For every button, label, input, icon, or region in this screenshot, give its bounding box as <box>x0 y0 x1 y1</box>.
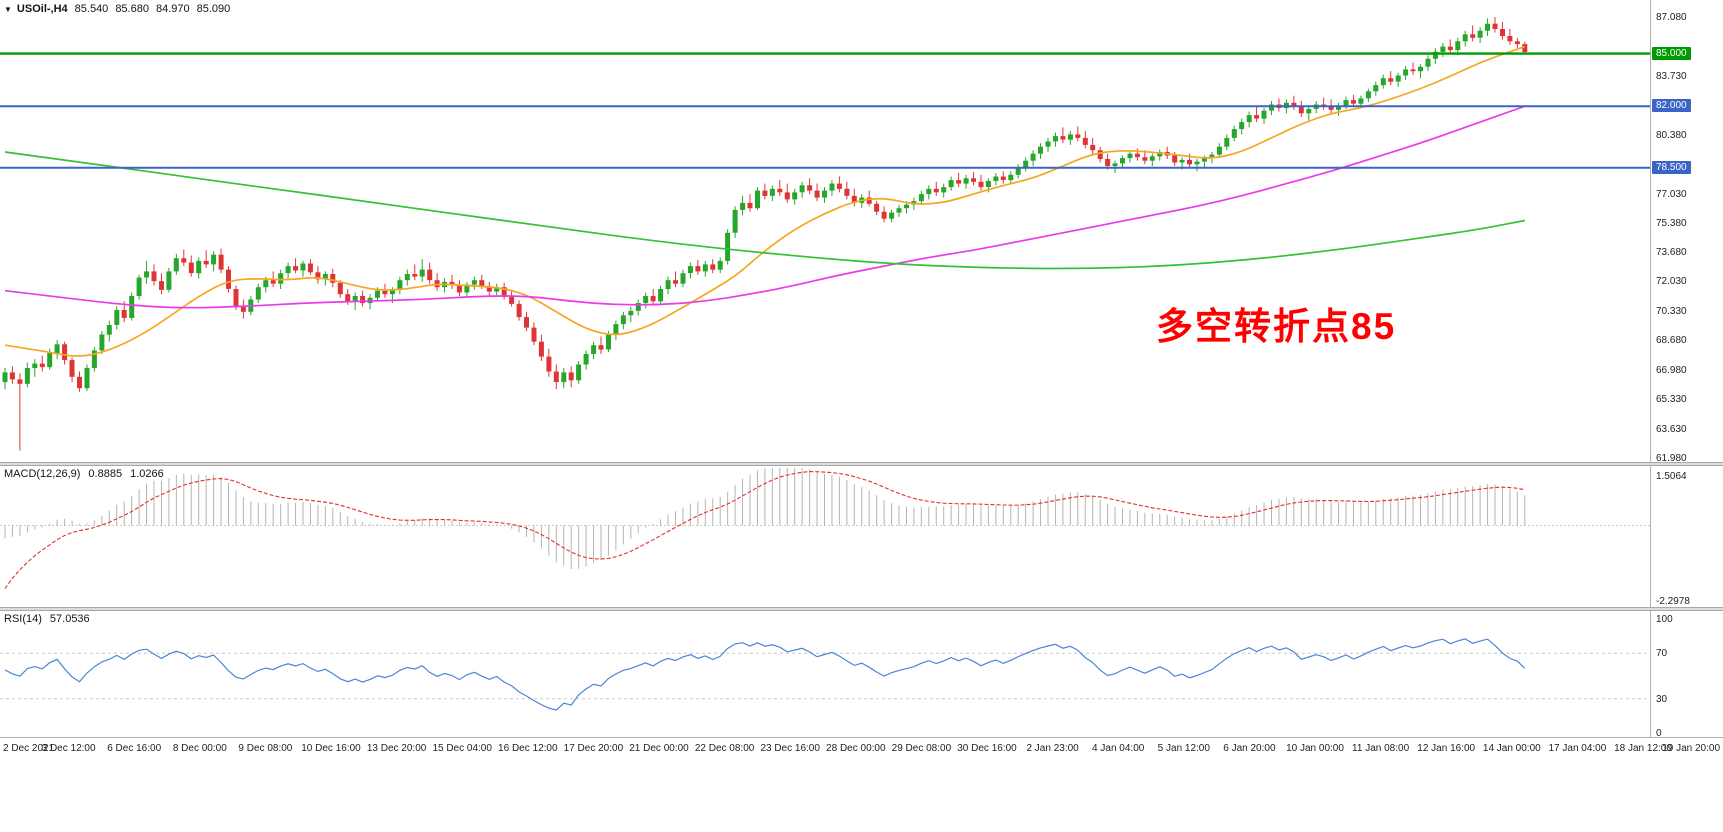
time-axis-label: 21 Dec 00:00 <box>629 743 689 754</box>
time-axis-label: 4 Jan 04:00 <box>1092 743 1145 754</box>
macd-histogram <box>4 468 1526 569</box>
price-axis-label: 83.730 <box>1656 70 1687 82</box>
high-value: 85.680 <box>115 3 149 15</box>
time-axis-label: 29 Dec 08:00 <box>891 743 952 754</box>
price-axis-label: 72.030 <box>1656 276 1687 288</box>
candlestick-series <box>2 17 1528 451</box>
macd-panel[interactable]: MACD(12,26,9) 0.8885 1.0266 <box>0 466 1650 607</box>
rsi-name: RSI(14) <box>4 613 42 625</box>
time-axis-label: 9 Dec 08:00 <box>238 743 293 754</box>
rsi-axis-label: 30 <box>1656 693 1668 705</box>
macd-axis-label: 1.5064 <box>1656 471 1687 482</box>
time-axis-label: 19 Jan 20:00 <box>1662 743 1720 754</box>
ma-slow-line <box>4 151 1525 270</box>
time-axis-label: 11 Jan 08:00 <box>1352 743 1410 754</box>
macd-signal-line <box>4 471 1525 589</box>
price-axis-label: 80.380 <box>1656 129 1687 141</box>
symbol-timeframe-label: USOil-,H4 <box>16 3 68 15</box>
time-axis-label: 23 Dec 16:00 <box>760 743 820 754</box>
time-axis-label: 28 Dec 00:00 <box>826 743 886 754</box>
close-value: 85.090 <box>196 3 231 15</box>
time-axis-label: 17 Jan 04:00 <box>1548 743 1607 754</box>
time-axis-label: 10 Dec 16:00 <box>301 743 361 754</box>
rsi-value: 57.0536 <box>49 613 90 625</box>
macd-name: MACD(12,26,9) <box>4 468 81 480</box>
rsi-axis-label: 70 <box>1656 648 1668 660</box>
time-axis-label: 2 Jan 23:00 <box>1026 743 1079 754</box>
price-axis[interactable]: 85.000 82.000 78.500 87.080 83.730 80.380 77.0… <box>1650 0 1723 464</box>
time-axis-label: 5 Jan 12:00 <box>1157 743 1210 754</box>
open-value: 85.540 <box>74 3 109 15</box>
time-axis-label: 14 Jan 00:00 <box>1482 743 1541 754</box>
time-axis-label: 8 Dec 00:00 <box>172 743 227 754</box>
macd-axis-label: -2.2978 <box>1656 596 1690 607</box>
panel-separator[interactable] <box>0 607 1723 611</box>
time-axis-label: 22 Dec 08:00 <box>694 743 755 754</box>
price-axis-label: 87.080 <box>1656 12 1687 24</box>
symbol-info-bar: ▼ USOil-,H4 85.540 85.680 84.970 85.090 <box>4 3 237 15</box>
time-axis-label: 2 Dec 2021 <box>3 743 55 754</box>
macd-chart <box>0 468 1650 589</box>
time-axis-label: 17 Dec 20:00 <box>563 743 624 754</box>
macd-label: MACD(12,26,9) 0.8885 1.0266 <box>4 468 172 480</box>
price-axis-label: 68.680 <box>1656 335 1687 347</box>
price-axis-label: 66.980 <box>1656 365 1687 377</box>
price-level-badge: 85.000 <box>1652 46 1691 60</box>
time-axis-label: 10 Jan 00:00 <box>1286 743 1344 754</box>
rsi-label: RSI(14) 57.0536 <box>4 613 98 625</box>
macd-axis[interactable]: 1.5064 -2.2978 <box>1650 466 1723 607</box>
candlestick-chart[interactable] <box>0 0 1650 462</box>
rsi-axis[interactable]: 100 70 30 0 <box>1650 611 1723 739</box>
time-axis-label: 15 Dec 04:00 <box>432 743 492 754</box>
annotation-text: 多空转折点85 <box>1156 306 1397 347</box>
price-axis-label: 63.630 <box>1656 423 1687 435</box>
price-level-badge: 82.000 <box>1652 99 1691 113</box>
time-axis-label: 18 Jan 12:00 <box>1614 743 1672 754</box>
rsi-line <box>4 638 1526 711</box>
low-value: 84.970 <box>155 3 190 15</box>
time-axis-label: 3 Dec 12:00 <box>41 743 96 754</box>
time-axis-label: 13 Dec 20:00 <box>366 743 427 754</box>
time-axis-label: 6 Jan 20:00 <box>1223 743 1276 754</box>
macd-main-value: 0.8885 <box>88 468 123 480</box>
price-axis-label: 73.680 <box>1656 247 1687 259</box>
rsi-axis-label: 100 <box>1656 614 1673 625</box>
time-axis[interactable]: 2 Dec 2021 3 Dec 12:00 6 Dec 16:00 8 Dec 00… <box>0 737 1723 762</box>
ma-medium-line <box>4 105 1526 309</box>
symbol-dropdown-icon[interactable]: ▼ <box>4 5 12 14</box>
time-axis-label: 6 Dec 16:00 <box>107 743 162 754</box>
rsi-axis-label: 0 <box>1656 728 1662 739</box>
price-axis-label: 70.330 <box>1656 306 1687 318</box>
macd-signal-value: 1.0266 <box>130 468 164 480</box>
price-level-badge: 78.500 <box>1652 160 1691 174</box>
time-axis-label: 16 Dec 12:00 <box>498 743 558 754</box>
time-axis-label: 30 Dec 16:00 <box>957 743 1017 754</box>
time-axis-label: 12 Jan 16:00 <box>1417 743 1476 754</box>
price-axis-label: 61.980 <box>1656 452 1687 464</box>
rsi-panel[interactable]: RSI(14) 57.0536 <box>0 611 1650 737</box>
ma-fast-line <box>4 45 1526 357</box>
price-axis-label: 65.330 <box>1656 394 1687 406</box>
panel-separator[interactable] <box>0 462 1723 466</box>
main-chart-plot[interactable]: ▼ USOil-,H4 85.540 85.680 84.970 85.090 多空转折点… <box>0 0 1650 462</box>
price-axis-label: 75.380 <box>1656 217 1687 229</box>
rsi-chart <box>0 638 1650 711</box>
price-axis-label: 77.030 <box>1656 188 1687 200</box>
